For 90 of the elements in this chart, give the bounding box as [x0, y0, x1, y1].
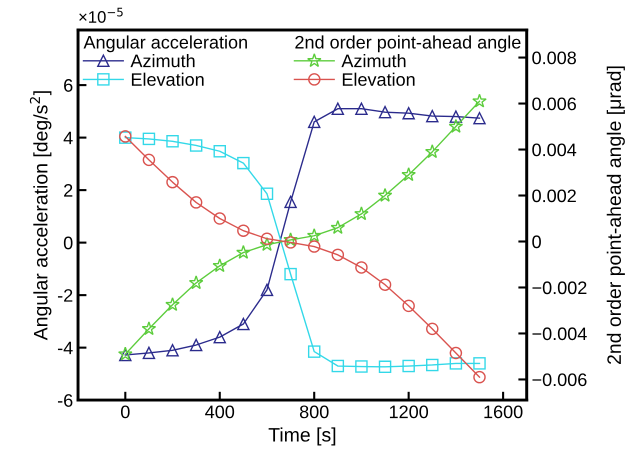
y2-tick-label: 0.002	[532, 189, 576, 202]
point	[424, 144, 440, 158]
point	[237, 318, 250, 330]
point	[426, 110, 439, 122]
x-tick-label: 800	[300, 405, 329, 418]
y-tick-label: 4	[64, 132, 73, 144]
point	[426, 358, 439, 372]
text: ×10$^{−5}$	[79, 8, 123, 23]
point	[214, 145, 226, 158]
y-tick-label: -4	[58, 342, 73, 354]
annotation: 2nd order point-ahead angle	[295, 35, 521, 52]
point	[188, 275, 204, 290]
x-tick-label: 1600	[484, 405, 522, 418]
point	[354, 206, 369, 220]
point	[332, 248, 344, 262]
point	[166, 135, 179, 148]
point	[450, 110, 462, 123]
y-tick-label: 2	[64, 184, 72, 197]
point	[308, 240, 320, 253]
y2-tick-label: 0.006	[532, 97, 576, 110]
point	[402, 360, 415, 372]
point	[306, 228, 322, 242]
point	[378, 278, 392, 291]
point	[283, 232, 298, 246]
point	[142, 346, 156, 360]
point	[378, 188, 392, 202]
annotation: Angular acceleration	[84, 35, 247, 52]
point	[308, 345, 320, 358]
y2-tick-label: 0	[532, 235, 541, 248]
point	[142, 154, 156, 166]
point	[402, 300, 415, 312]
point	[473, 112, 486, 124]
point	[473, 370, 486, 384]
point	[330, 220, 346, 234]
point	[214, 212, 226, 225]
point	[284, 196, 297, 208]
point	[332, 102, 344, 115]
x-tick-label: 0	[120, 405, 130, 418]
y2-tick-label: 0.004	[532, 143, 576, 156]
point	[284, 236, 297, 249]
point	[142, 132, 156, 146]
y-tick-label: -6	[58, 394, 72, 407]
x-tick-label: 1200	[390, 405, 428, 418]
legend-label: Elevation	[132, 72, 204, 86]
y2-tick-label: −0.002	[532, 281, 586, 294]
point	[166, 176, 179, 188]
legend-label: Elevation	[342, 72, 414, 86]
y2-tick-label: −0.006	[532, 373, 587, 386]
point	[401, 167, 416, 182]
point	[426, 322, 439, 336]
point	[448, 118, 464, 133]
y2-tick-label: −0.004	[532, 327, 587, 340]
point	[237, 156, 250, 170]
point	[284, 268, 297, 280]
y-tick-label: 0	[64, 236, 73, 250]
point	[332, 360, 344, 372]
point	[355, 360, 368, 373]
point	[450, 357, 462, 370]
point	[355, 102, 368, 115]
x-tick-label: 400	[205, 405, 234, 418]
point	[236, 244, 251, 259]
y2-axis-title: 2nd order point-ahead angle [μrad]	[606, 66, 625, 364]
point	[190, 139, 202, 152]
point	[378, 106, 392, 118]
point	[214, 330, 226, 344]
y2-tick-label: 0.008	[532, 51, 576, 64]
point	[190, 338, 202, 352]
point	[166, 344, 179, 357]
point	[355, 261, 368, 274]
point	[308, 116, 320, 128]
legend-label: Azimuth	[341, 54, 406, 68]
point	[165, 297, 180, 312]
point	[260, 284, 274, 296]
point	[237, 224, 250, 237]
point	[142, 321, 156, 336]
x-axis-title: Time [s]	[268, 427, 336, 446]
point	[212, 258, 228, 272]
point	[402, 106, 415, 120]
point	[190, 196, 202, 209]
y-tick-label: 6	[64, 79, 72, 92]
point	[472, 94, 487, 108]
point	[260, 237, 274, 252]
y-tick-label: -2	[58, 289, 72, 302]
point	[378, 360, 392, 374]
point	[450, 346, 462, 360]
point	[473, 357, 486, 370]
point	[260, 188, 274, 200]
point	[260, 232, 274, 245]
legend-label: Azimuth	[130, 54, 194, 68]
y-axis-title: Angular acceleration [deg/s$^{2}$]	[30, 91, 52, 340]
